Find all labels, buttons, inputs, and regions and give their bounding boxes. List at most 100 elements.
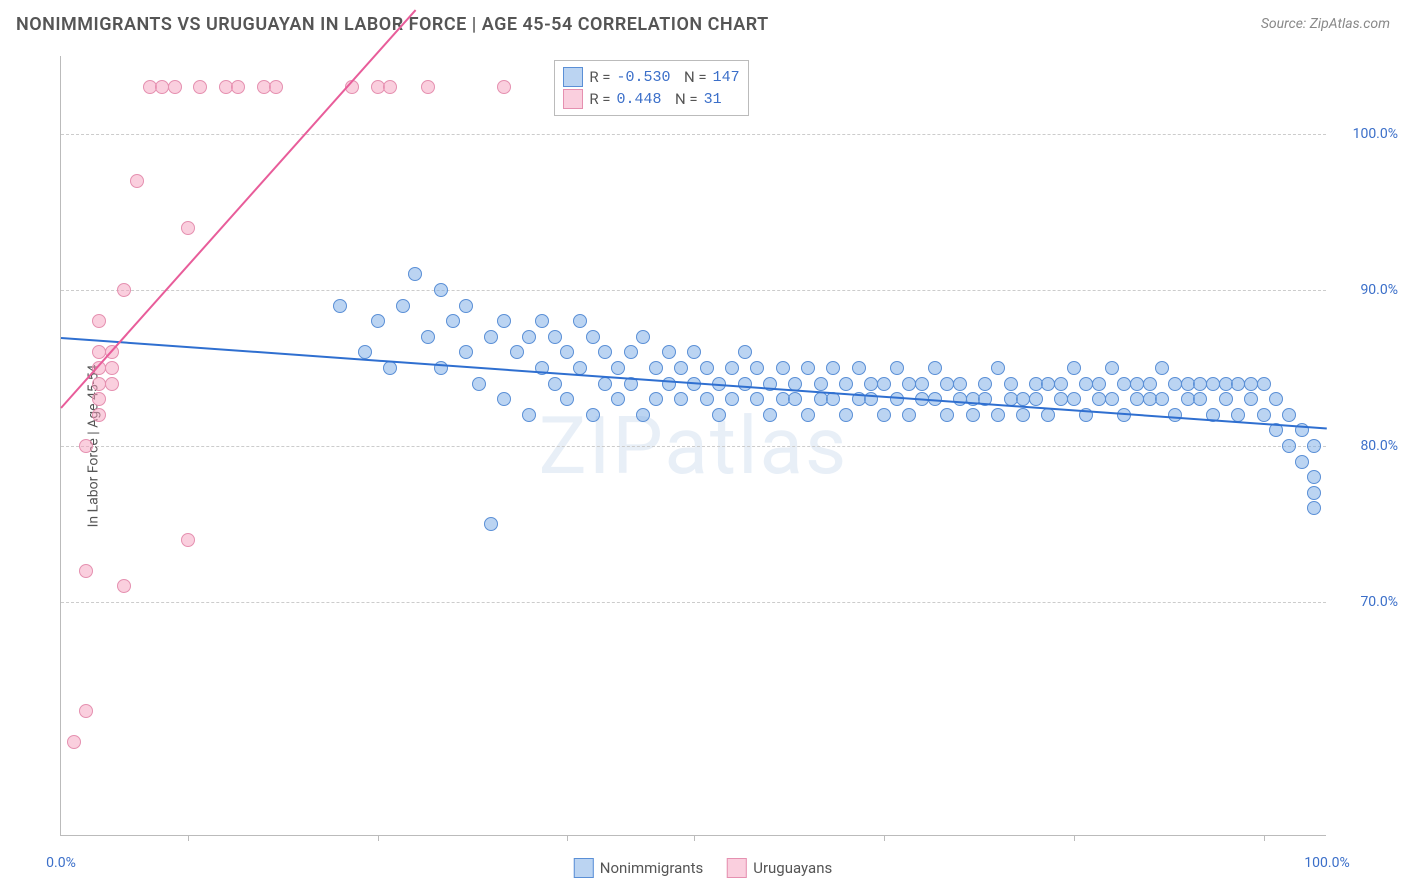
data-point <box>877 408 891 422</box>
data-point <box>1155 392 1169 406</box>
data-point <box>1016 408 1030 422</box>
data-point <box>636 408 650 422</box>
data-point <box>839 377 853 391</box>
data-point <box>1307 501 1321 515</box>
data-point <box>548 330 562 344</box>
data-point <box>991 408 1005 422</box>
data-point <box>181 221 195 235</box>
data-point <box>1282 439 1296 453</box>
data-point <box>738 377 752 391</box>
data-point <box>1067 392 1081 406</box>
data-point <box>1295 455 1309 469</box>
stat-r-value: -0.530 <box>617 69 671 86</box>
data-point <box>649 361 663 375</box>
y-tick-label: 90.0% <box>1360 282 1398 298</box>
x-tick <box>1264 835 1265 841</box>
data-point <box>105 361 119 375</box>
plot-area: ZIPatlas 70.0%80.0%90.0%100.0%0.0%100.0%… <box>60 56 1326 836</box>
data-point <box>712 408 726 422</box>
data-point <box>636 330 650 344</box>
data-point <box>902 408 916 422</box>
stats-row: R =-0.530 N =147 <box>563 67 739 87</box>
data-point <box>522 408 536 422</box>
stat-label: N = <box>668 90 698 108</box>
data-point <box>79 564 93 578</box>
data-point <box>535 314 549 328</box>
y-tick-label: 70.0% <box>1360 594 1398 610</box>
data-point <box>877 377 891 391</box>
data-point <box>446 314 460 328</box>
data-point <box>434 283 448 297</box>
data-point <box>991 361 1005 375</box>
data-point <box>396 299 410 313</box>
data-point <box>624 345 638 359</box>
stat-n-value: 147 <box>713 69 740 86</box>
data-point <box>674 392 688 406</box>
chart-container: NONIMMIGRANTS VS URUGUAYAN IN LABOR FORC… <box>0 0 1406 892</box>
data-point <box>1155 361 1169 375</box>
data-point <box>674 361 688 375</box>
source-attribution: Source: ZipAtlas.com <box>1261 16 1390 32</box>
data-point <box>497 314 511 328</box>
data-point <box>586 330 600 344</box>
data-point <box>371 314 385 328</box>
legend-swatch <box>727 858 747 878</box>
legend: Nonimmigrants Uruguayans <box>574 858 832 878</box>
data-point <box>383 80 397 94</box>
data-point <box>117 579 131 593</box>
data-point <box>181 533 195 547</box>
data-point <box>168 80 182 94</box>
data-point <box>776 361 790 375</box>
data-point <box>750 392 764 406</box>
data-point <box>928 361 942 375</box>
data-point <box>1193 392 1207 406</box>
data-point <box>383 361 397 375</box>
data-point <box>79 439 93 453</box>
data-point <box>1092 377 1106 391</box>
data-point <box>1307 470 1321 484</box>
data-point <box>814 377 828 391</box>
data-point <box>497 80 511 94</box>
y-tick-label: 100.0% <box>1353 126 1398 142</box>
stat-label: R = <box>589 90 610 108</box>
data-point <box>801 408 815 422</box>
gridline <box>61 290 1326 291</box>
data-point <box>826 361 840 375</box>
data-point <box>1105 392 1119 406</box>
data-point <box>1143 377 1157 391</box>
data-point <box>788 392 802 406</box>
data-point <box>1231 408 1245 422</box>
x-tick <box>694 835 695 841</box>
data-point <box>79 704 93 718</box>
data-point <box>459 345 473 359</box>
chart-title: NONIMMIGRANTS VS URUGUAYAN IN LABOR FORC… <box>16 14 769 35</box>
data-point <box>459 299 473 313</box>
x-tick <box>567 835 568 841</box>
x-tick-label: 100.0% <box>1304 855 1349 871</box>
data-point <box>67 735 81 749</box>
data-point <box>193 80 207 94</box>
legend-swatch <box>563 89 583 109</box>
legend-item: Uruguayans <box>727 858 832 878</box>
data-point <box>130 174 144 188</box>
data-point <box>1257 408 1271 422</box>
data-point <box>1029 392 1043 406</box>
data-point <box>725 361 739 375</box>
data-point <box>1054 377 1068 391</box>
data-point <box>472 377 486 391</box>
data-point <box>700 361 714 375</box>
legend-label: Nonimmigrants <box>600 859 703 877</box>
data-point <box>560 392 574 406</box>
y-tick-label: 80.0% <box>1360 438 1398 454</box>
gridline <box>61 134 1326 135</box>
data-point <box>978 377 992 391</box>
data-point <box>269 80 283 94</box>
data-point <box>738 345 752 359</box>
data-point <box>92 314 106 328</box>
gridline <box>61 446 1326 447</box>
data-point <box>763 408 777 422</box>
data-point <box>484 330 498 344</box>
data-point <box>801 361 815 375</box>
data-point <box>586 408 600 422</box>
data-point <box>598 345 612 359</box>
